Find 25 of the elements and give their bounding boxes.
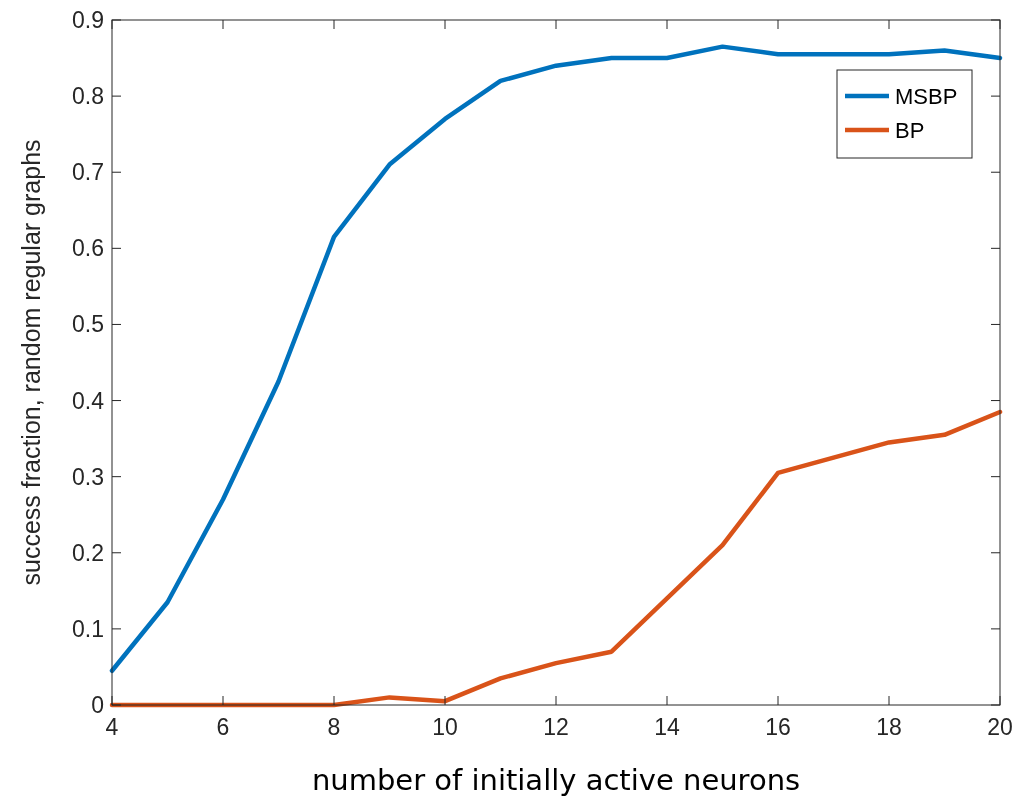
line-series — [109, 409, 1003, 708]
y-tick-label: 0.9 — [72, 7, 104, 34]
y-axis-title: success fraction, random regular graphs — [17, 139, 45, 586]
x-tick-label: 12 — [543, 714, 569, 740]
x-tick-label: 8 — [327, 714, 341, 740]
y-tick-label: 0.3 — [72, 463, 104, 490]
x-tick-label: 16 — [765, 714, 791, 740]
y-tick-label: 0 — [91, 692, 104, 719]
line-series — [109, 44, 1003, 673]
y-tick-label: 0.7 — [72, 159, 104, 186]
y-tick-label: 0.4 — [72, 387, 105, 414]
y-tick-label: 0.1 — [72, 615, 104, 642]
y-tick-label: 0.6 — [72, 235, 104, 262]
x-tick-label: 18 — [876, 714, 902, 740]
y-tick-label: 0.8 — [72, 83, 104, 110]
x-tick-label: 14 — [654, 714, 680, 740]
legend-label: BP — [895, 117, 925, 143]
x-tick-label: 10 — [432, 714, 458, 740]
x-tick-label: 4 — [105, 714, 119, 740]
legend-label: MSBP — [895, 83, 958, 109]
x-tick-label: 6 — [216, 714, 230, 740]
x-tick-label: 20 — [987, 714, 1013, 740]
y-tick-label: 0.5 — [72, 311, 104, 338]
x-axis-title: number of initially active neurons — [311, 763, 801, 797]
y-tick-label: 0.2 — [72, 539, 104, 566]
